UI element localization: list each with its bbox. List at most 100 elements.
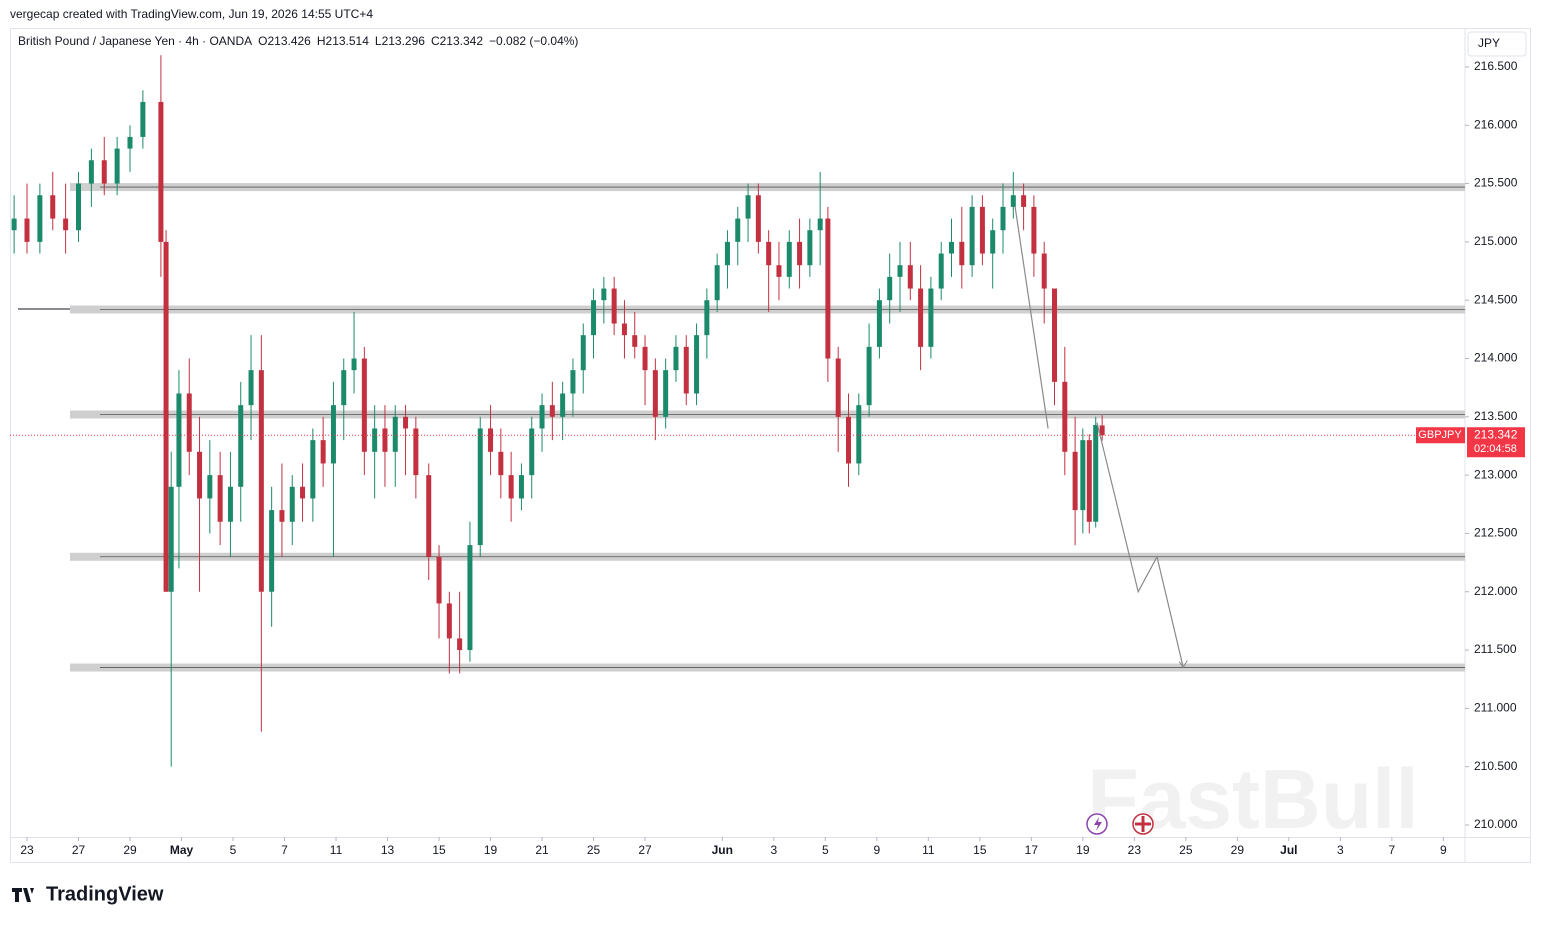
logo-mark xyxy=(12,888,34,902)
plot: 210.000 210.500 211.000 211.500 212.000 212.5… xyxy=(10,55,1525,857)
candle-body xyxy=(498,451,504,476)
y-tick-label: 212.500 xyxy=(1474,526,1518,540)
event-bolt xyxy=(1094,817,1102,831)
candle-body xyxy=(1000,206,1006,231)
candle-body xyxy=(341,370,347,406)
candle-body xyxy=(310,440,316,499)
x-tick-label: 5 xyxy=(822,843,829,857)
candle-body xyxy=(1080,440,1086,511)
candle-body xyxy=(969,206,975,266)
x-tick-label: 7 xyxy=(281,843,288,857)
candle-body xyxy=(467,545,473,651)
candle-body xyxy=(24,218,30,242)
candle-body xyxy=(186,393,192,452)
x-tick-label: 29 xyxy=(1231,843,1245,857)
candle-body xyxy=(591,300,597,336)
ohlc-low: L213.296 xyxy=(375,34,425,48)
candle-body xyxy=(570,370,576,394)
candle-body xyxy=(300,486,306,499)
x-tick-label: 11 xyxy=(922,843,935,857)
candle-body xyxy=(413,428,419,476)
candle-body xyxy=(1052,288,1058,382)
currency[interactable]: JPY xyxy=(1478,36,1500,50)
candle-body xyxy=(488,428,494,452)
candle-body xyxy=(539,405,545,429)
candle-body xyxy=(101,160,107,184)
candle-body xyxy=(724,241,730,266)
candle-body xyxy=(755,195,761,242)
candle-body xyxy=(560,393,566,417)
candle-body xyxy=(632,335,638,347)
x-tick-label: 23 xyxy=(20,843,34,857)
candle-body xyxy=(258,370,264,592)
candle-body xyxy=(694,335,700,394)
y-tick-label: 212.000 xyxy=(1474,584,1518,598)
candle-body xyxy=(63,218,69,231)
candle-body xyxy=(918,288,924,347)
x-tick-label: Jun xyxy=(712,843,733,857)
x-tick-label: 13 xyxy=(381,843,395,857)
currency-box[interactable] xyxy=(1467,31,1527,57)
y-tick-label: 214.500 xyxy=(1474,292,1518,306)
candle-body xyxy=(611,288,617,324)
candle-body xyxy=(601,288,607,301)
candle-body xyxy=(50,195,56,219)
candle-body xyxy=(114,148,120,184)
candle-body xyxy=(76,183,82,231)
candle-body xyxy=(248,370,254,406)
candle-body xyxy=(1031,206,1037,254)
candle-body xyxy=(320,440,326,464)
x-tick-label: 3 xyxy=(1337,843,1344,857)
candle-body xyxy=(529,428,535,476)
candle-body xyxy=(1041,253,1047,289)
candle-body xyxy=(990,230,996,254)
candle-body xyxy=(279,510,285,522)
ohlc-high: H213.514 xyxy=(317,34,369,48)
y-tick-label: 215.500 xyxy=(1474,176,1518,190)
candle-body xyxy=(897,265,903,277)
candle-body xyxy=(807,230,813,266)
candle-body xyxy=(269,510,275,592)
y-tick-label: 216.500 xyxy=(1474,59,1518,73)
candle-body xyxy=(766,241,772,266)
candle-body xyxy=(197,451,203,499)
candle-body xyxy=(436,556,442,604)
candle-body xyxy=(776,265,782,277)
x-tick-label: 25 xyxy=(1179,843,1193,857)
candle-body xyxy=(817,218,823,231)
candle-body xyxy=(979,206,985,254)
candle-body xyxy=(714,265,720,301)
symbol-tag xyxy=(1416,427,1465,444)
candle-body xyxy=(949,241,955,254)
x-tick-label: Jul xyxy=(1280,843,1297,857)
x-tick-label: 15 xyxy=(432,843,446,857)
candle-body xyxy=(580,335,586,371)
x-tick-label: 27 xyxy=(72,843,86,857)
candle-body xyxy=(176,393,182,487)
x-tick-label: 11 xyxy=(330,843,343,857)
candle-body xyxy=(238,405,244,487)
candle-body xyxy=(508,475,514,499)
candle-body xyxy=(621,323,627,336)
y-tick-label: 216.000 xyxy=(1474,117,1518,131)
y-tick-label: 210.000 xyxy=(1474,817,1518,831)
x-tick-label: 29 xyxy=(123,843,137,857)
arrow-head xyxy=(1178,660,1188,669)
candle-body xyxy=(683,346,689,394)
candle-body xyxy=(652,370,658,417)
candle-body xyxy=(168,486,174,592)
candle-body xyxy=(446,603,452,639)
last-price-label: 213.342 xyxy=(1474,427,1518,441)
candle-body xyxy=(887,276,893,301)
x-tick-label: 21 xyxy=(535,843,549,857)
candle-body xyxy=(140,101,146,137)
candle-body xyxy=(549,405,555,417)
candle-body xyxy=(642,346,648,371)
x-tick-label: 9 xyxy=(873,843,880,857)
logo-text: TradingView xyxy=(46,883,164,905)
x-tick-label: 23 xyxy=(1128,843,1142,857)
ohlc-change: −0.082 (−0.04%) xyxy=(489,34,578,48)
candle-body xyxy=(1062,381,1068,452)
candle-body xyxy=(372,428,378,452)
